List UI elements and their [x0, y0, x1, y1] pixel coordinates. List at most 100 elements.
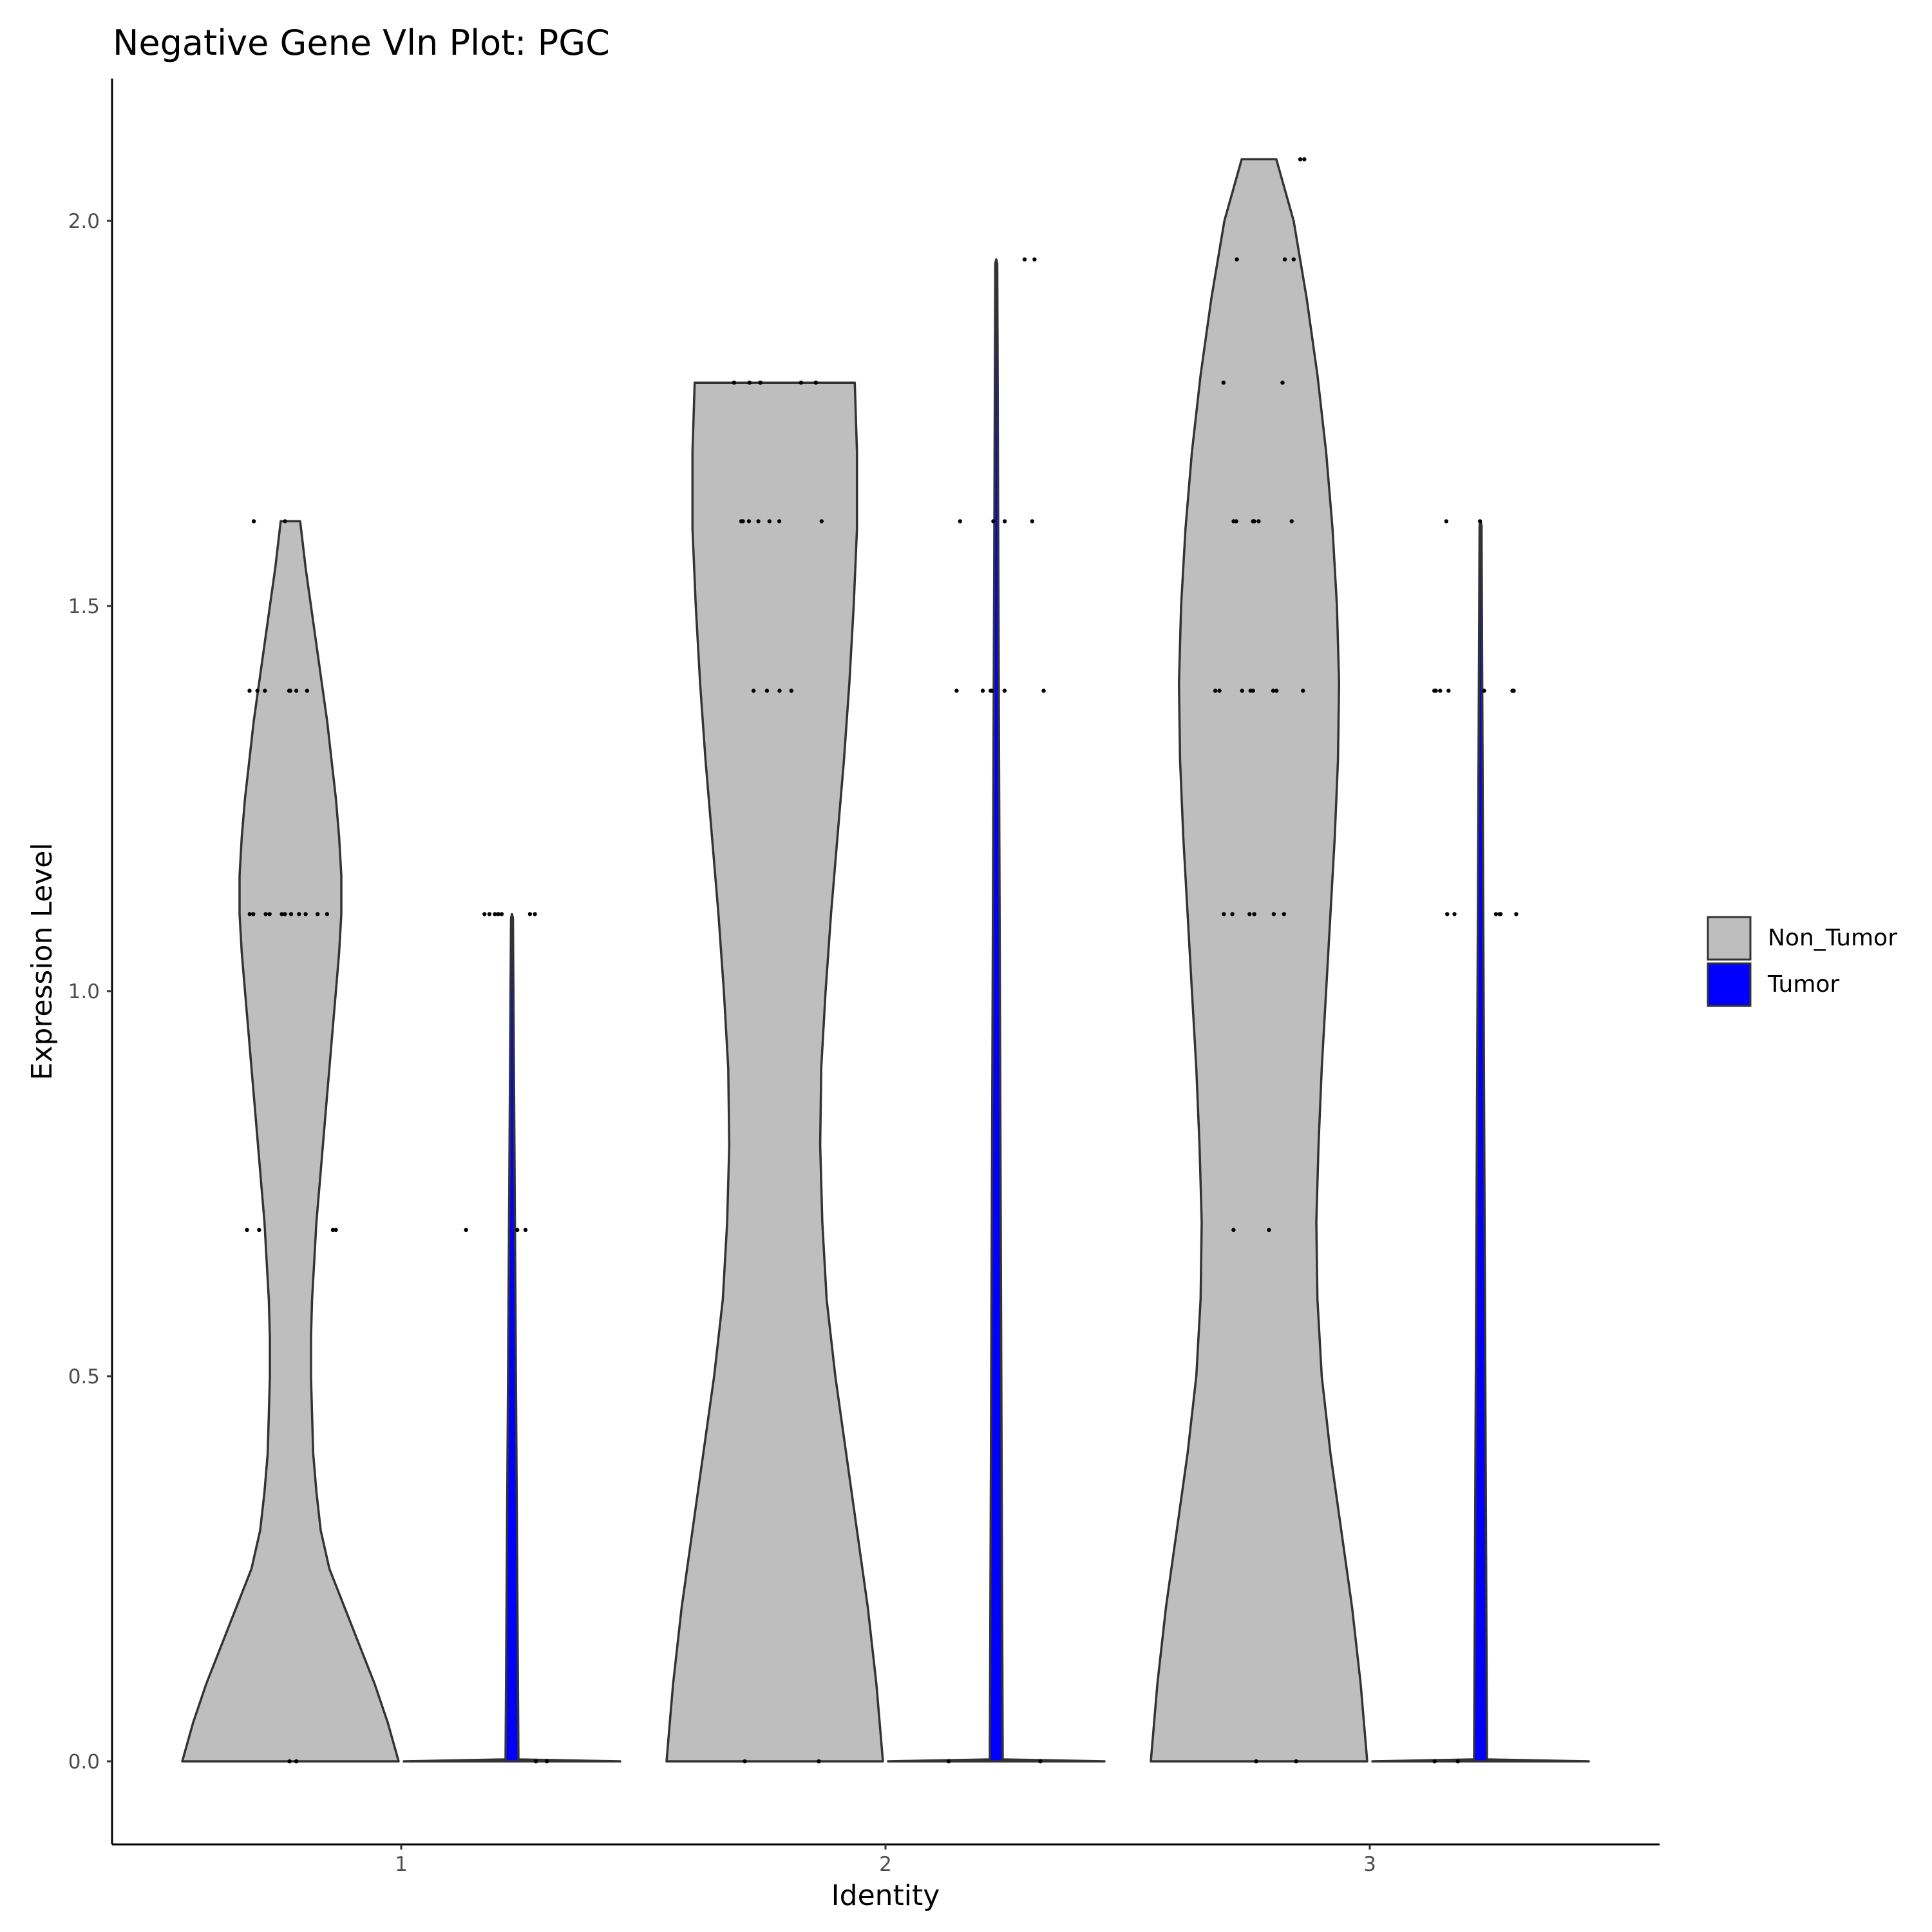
- data-point: [279, 912, 284, 916]
- data-point: [1455, 1759, 1460, 1764]
- data-point: [1282, 257, 1287, 261]
- data-point: [1289, 519, 1294, 524]
- data-point: [267, 912, 272, 916]
- data-point: [1230, 912, 1235, 916]
- y-tick-label: 0.5: [68, 1365, 100, 1388]
- data-point: [1302, 157, 1307, 162]
- data-point: [263, 912, 268, 916]
- x-axis-ticks: 1 2 3: [395, 1844, 1376, 1876]
- data-point: [316, 912, 320, 916]
- data-point: [527, 912, 533, 916]
- data-point: [1271, 688, 1276, 693]
- violin-non-tumor-3: [1150, 158, 1368, 1763]
- data-point: [325, 912, 329, 916]
- data-point: [283, 519, 287, 524]
- data-point: [255, 688, 260, 693]
- data-point: [739, 519, 744, 524]
- data-point: [334, 1227, 338, 1233]
- data-point: [1477, 519, 1482, 524]
- data-point: [297, 912, 301, 916]
- data-point: [493, 912, 497, 916]
- data-point: [251, 912, 256, 916]
- y-axis-ticks: 0.0 0.5 1.0 1.5 2.0: [68, 210, 112, 1774]
- data-point: [1240, 688, 1244, 693]
- data-point: [1247, 912, 1252, 916]
- data-point: [1432, 1759, 1437, 1764]
- data-point: [523, 1227, 528, 1233]
- data-point: [287, 1759, 292, 1764]
- chart-title: Negative Gene Vln Plot: PGC: [113, 23, 610, 63]
- data-point: [990, 688, 994, 693]
- data-point: [496, 912, 500, 916]
- data-point: [764, 688, 770, 693]
- data-point: [758, 381, 762, 385]
- data-point: [487, 912, 492, 916]
- data-point: [303, 912, 308, 916]
- data-point: [1254, 1759, 1258, 1764]
- data-point: [1022, 257, 1027, 261]
- data-point: [746, 519, 752, 524]
- data-point: [1032, 257, 1037, 261]
- data-point: [1252, 912, 1256, 916]
- data-point: [1432, 688, 1437, 693]
- y-tick-label: 1.0: [68, 980, 100, 1003]
- data-point: [777, 519, 782, 524]
- data-point: [747, 381, 752, 385]
- y-axis-title: Expression Level: [26, 843, 59, 1081]
- data-point: [1280, 381, 1285, 385]
- legend-label-non-tumor: Non_Tumor: [1768, 925, 1897, 951]
- data-point: [1291, 257, 1296, 261]
- data-point: [813, 381, 819, 385]
- data-point: [247, 912, 252, 916]
- violin-tumor-3: [1371, 520, 1590, 1763]
- x-tick-label: 1: [395, 1853, 408, 1876]
- data-point: [515, 1227, 520, 1233]
- data-point: [980, 688, 985, 693]
- data-point: [1221, 381, 1226, 385]
- data-point: [1294, 1759, 1298, 1764]
- point-layer: [245, 157, 1519, 1764]
- data-point: [1511, 688, 1516, 693]
- data-point: [287, 688, 292, 693]
- data-point: [1301, 688, 1305, 693]
- data-point: [789, 688, 794, 693]
- data-point: [1482, 688, 1486, 693]
- data-point: [946, 1759, 951, 1764]
- data-point: [1041, 688, 1046, 693]
- data-point: [1493, 912, 1499, 916]
- data-point: [330, 1227, 336, 1233]
- data-point: [958, 519, 963, 524]
- data-point: [1438, 688, 1443, 693]
- data-point: [482, 912, 487, 916]
- data-point: [289, 912, 294, 916]
- data-point: [1256, 519, 1261, 524]
- data-point: [294, 688, 299, 693]
- data-point: [954, 688, 959, 693]
- data-point: [1231, 519, 1236, 524]
- data-point: [251, 519, 256, 524]
- x-tick-label: 3: [1363, 1853, 1376, 1876]
- data-point: [1030, 519, 1035, 524]
- data-point: [1251, 688, 1255, 693]
- data-point: [1298, 157, 1303, 162]
- y-tick-label: 0.0: [68, 1750, 100, 1774]
- data-point: [499, 912, 504, 916]
- data-point: [819, 519, 824, 524]
- data-point: [283, 912, 287, 916]
- violin-tumor-1: [402, 913, 621, 1763]
- data-point: [1271, 912, 1276, 916]
- data-point: [777, 688, 782, 693]
- data-point: [533, 1759, 538, 1764]
- data-point: [799, 381, 804, 385]
- data-point: [1446, 688, 1451, 693]
- data-point: [743, 1759, 747, 1764]
- data-point: [767, 519, 772, 524]
- data-point: [751, 688, 756, 693]
- data-point: [1002, 519, 1007, 524]
- data-point: [1444, 519, 1448, 524]
- data-point: [294, 1759, 299, 1764]
- data-point: [544, 1759, 549, 1764]
- x-tick-label: 2: [879, 1853, 892, 1876]
- violin-tumor-2: [887, 258, 1106, 1763]
- data-point: [1217, 688, 1222, 693]
